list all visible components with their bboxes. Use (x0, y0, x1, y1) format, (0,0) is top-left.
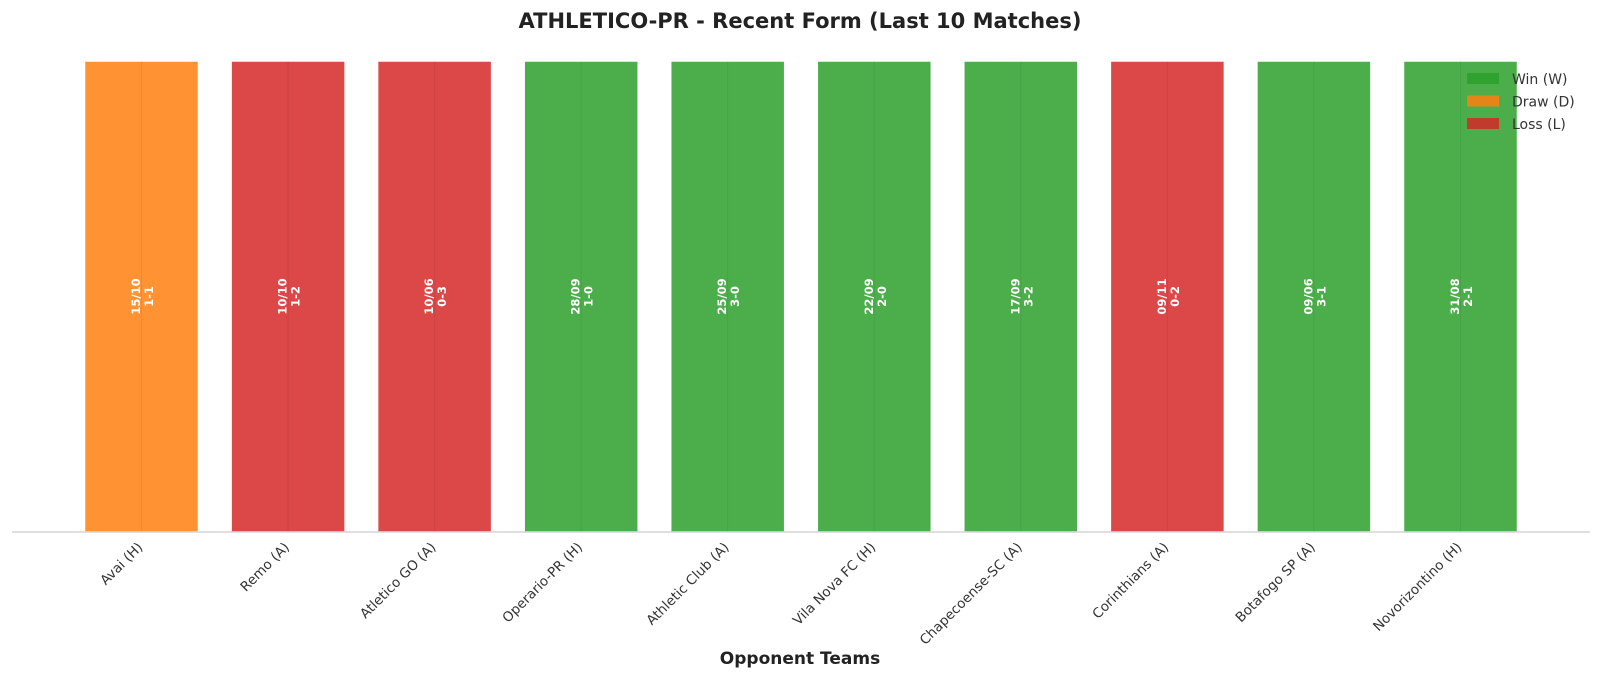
bar-date-4: 25/09 (715, 278, 729, 314)
x-tick-label-7: Corinthians (A) (1089, 540, 1172, 623)
x-tick-label-9: Novorizontino (H) (1370, 540, 1465, 635)
x-tick-label-2: Atletico GO (A) (357, 540, 439, 622)
bar-date-5: 22/09 (862, 278, 876, 314)
bar-label-4: 25/093-0 (715, 278, 742, 314)
legend-swatch-l (1467, 118, 1499, 129)
bar-score-9: 2-1 (1461, 286, 1475, 307)
bar-2 (376, 60, 493, 533)
bar-date-6: 17/09 (1008, 278, 1022, 314)
bar-label-3: 28/091-0 (569, 278, 596, 314)
bar-date-9: 31/08 (1448, 278, 1462, 314)
bar-date-1: 10/10 (276, 278, 290, 314)
bar-date-7: 09/11 (1155, 278, 1169, 314)
bar-0 (83, 60, 200, 533)
x-tick-label-1: Remo (A) (237, 540, 293, 596)
bar-label-0: 15/101-1 (129, 278, 156, 314)
legend-swatch-d (1467, 95, 1499, 107)
bar-label-2: 10/060-3 (422, 278, 449, 314)
bar-score-4: 3-0 (728, 286, 742, 307)
x-tick-labels: Avai (H) Remo (A) Atletico GO (A) Operario-… (97, 540, 1465, 649)
x-tick-label-0: Avai (H) (97, 540, 146, 589)
bar-1 (230, 60, 346, 533)
bar-9 (1402, 60, 1519, 533)
legend-swatch-w (1467, 73, 1499, 84)
bar-label-1: 10/101-2 (276, 278, 303, 314)
x-tick-label-3: Operario-PR (H) (499, 540, 586, 627)
chart-title: ATHLETICO-PR - Recent Form (Last 10 Matc… (519, 9, 1082, 33)
bar-7 (1109, 60, 1226, 533)
bars-layer: 15/101-1 10/101-2 10/060-3 28/091-0 25/093-0… (83, 60, 1519, 533)
bar-label-9: 31/082-1 (1448, 278, 1475, 314)
bar-date-2: 10/06 (422, 278, 436, 314)
bar-date-3: 28/09 (569, 278, 583, 314)
bar-8 (1256, 60, 1372, 533)
bar-5 (816, 60, 933, 533)
bar-score-2: 0-3 (435, 286, 449, 307)
legend-label-w: Win (W) (1512, 72, 1568, 88)
bar-date-0: 15/10 (129, 278, 143, 314)
bar-score-1: 1-2 (289, 286, 303, 307)
legend-label-l: Loss (L) (1512, 117, 1566, 133)
bar-label-7: 09/110-2 (1155, 278, 1182, 314)
x-tick-label-8: Botafogo SP (A) (1232, 540, 1318, 626)
x-axis-label: Opponent Teams (720, 649, 880, 669)
bar-score-7: 0-2 (1168, 286, 1182, 307)
bar-score-5: 2-0 (875, 286, 889, 307)
x-tick-label-6: Chapecoense-SC (A) (917, 540, 1026, 649)
x-tick-label-5: Vila Nova FC (H) (790, 540, 879, 629)
bar-label-5: 22/092-0 (862, 278, 889, 314)
bar-date-8: 09/06 (1301, 278, 1315, 314)
bar-score-6: 3-2 (1021, 286, 1035, 307)
bar-score-0: 1-1 (142, 286, 156, 307)
x-tick-label-4: Athletic Club (A) (643, 540, 732, 629)
bar-score-8: 3-1 (1314, 286, 1328, 307)
bar-label-8: 09/063-1 (1301, 278, 1328, 314)
bar-label-6: 17/093-2 (1008, 278, 1035, 314)
legend: Win (W) Draw (D) Loss (L) (1467, 72, 1575, 133)
bar-6 (963, 60, 1079, 533)
bar-score-3: 1-0 (582, 286, 596, 307)
legend-label-d: Draw (D) (1512, 95, 1575, 111)
